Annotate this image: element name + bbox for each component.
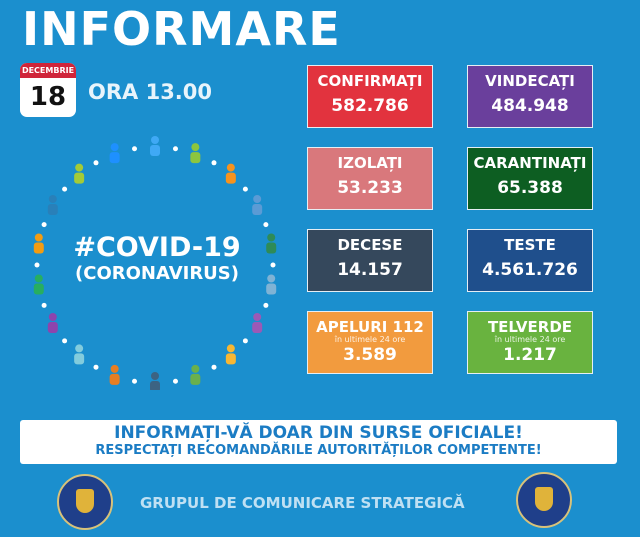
arrow-icon <box>62 186 68 192</box>
person-icon <box>225 344 236 365</box>
arrow-icon <box>93 160 99 166</box>
arrow-icon <box>211 160 217 166</box>
arrow-icon <box>34 262 40 268</box>
stat-box-carantina-i: CARANTINAȚI 65.388 <box>467 147 593 210</box>
person-icon <box>47 195 58 215</box>
arrow-icon <box>172 378 178 384</box>
person-icon <box>150 372 160 390</box>
calendar-icon: DECEMBRIE 18 <box>20 63 76 117</box>
stat-value: 582.786 <box>331 96 409 116</box>
stat-box-decese: DECESE 14.157 <box>307 229 433 292</box>
person-icon <box>74 163 85 184</box>
person-icon <box>266 233 277 254</box>
stat-box-confirma-i: CONFIRMAȚI 582.786 <box>307 65 433 128</box>
arrow-icon <box>172 146 178 152</box>
stat-box-izola-i: IZOLAȚI 53.233 <box>307 147 433 210</box>
stat-value: 65.388 <box>497 178 563 198</box>
arrow-icon <box>93 364 99 370</box>
arrow-icon <box>41 222 47 228</box>
person-icon <box>225 163 236 184</box>
arrow-icon <box>263 302 269 308</box>
person-icon <box>252 195 263 215</box>
stat-label: TESTE <box>504 236 556 254</box>
person-icon <box>47 313 58 333</box>
person-icon <box>252 313 263 333</box>
covid-subtitle: (CORONAVIRUS) <box>75 263 239 284</box>
arrow-icon <box>132 146 138 152</box>
stat-label: TELVERDE <box>487 318 573 336</box>
stat-label: DECESE <box>337 236 403 254</box>
official-sources-banner: INFORMAȚI-VĂ DOAR DIN SURSE OFICIALE! RE… <box>20 420 617 464</box>
stat-value: 1.217 <box>503 345 557 365</box>
calendar-day: 18 <box>29 82 67 112</box>
covid-hashtag: #COVID-19 <box>73 232 241 263</box>
dsu-logo-icon <box>516 472 572 528</box>
person-icon <box>190 364 201 385</box>
arrow-icon <box>263 222 269 228</box>
calendar-month: DECEMBRIE <box>20 63 76 78</box>
stat-label: APELURI 112 <box>316 318 424 336</box>
page-title: INFORMARE <box>22 2 341 56</box>
person-icon <box>109 364 120 385</box>
arrow-icon <box>270 262 276 268</box>
stat-label: CARANTINAȚI <box>473 154 587 172</box>
covid-label: #COVID-19 (CORONAVIRUS) <box>62 232 252 284</box>
person-icon <box>190 143 201 164</box>
stat-value: 4.561.726 <box>482 260 578 280</box>
arrow-icon <box>62 338 68 344</box>
arrow-icon <box>242 338 248 344</box>
stat-box-apeluri-112: APELURI 112 în ultimele 24 ore 3.589 <box>307 311 433 374</box>
banner-line-1: INFORMAȚI-VĂ DOAR DIN SURSE OFICIALE! <box>114 423 523 443</box>
person-icon <box>74 344 85 365</box>
stat-label: IZOLAȚI <box>337 154 403 172</box>
stat-box-teste: TESTE 4.561.726 <box>467 229 593 292</box>
person-icon <box>150 136 160 156</box>
arrow-icon <box>41 302 47 308</box>
person-icon <box>109 143 120 164</box>
stat-sublabel: în ultimele 24 ore <box>494 335 566 344</box>
person-icon <box>266 274 277 295</box>
government-logo-icon <box>57 474 113 530</box>
arrow-icon <box>132 378 138 384</box>
stat-value: 3.589 <box>343 345 397 365</box>
report-time: ORA 13.00 <box>88 80 213 104</box>
arrow-icon <box>242 186 248 192</box>
stat-value: 53.233 <box>337 178 403 198</box>
person-icon <box>33 274 44 295</box>
stat-box-telverde: TELVERDE în ultimele 24 ore 1.217 <box>467 311 593 374</box>
people-circle-icon <box>33 136 277 390</box>
stat-label: CONFIRMAȚI <box>317 72 423 90</box>
footer-text: GRUPUL DE COMUNICARE STRATEGICĂ <box>140 494 465 512</box>
stat-sublabel: în ultimele 24 ore <box>334 335 406 344</box>
person-icon <box>33 233 44 254</box>
stat-box-vindeca-i: VINDECAȚI 484.948 <box>467 65 593 128</box>
arrow-icon <box>211 364 217 370</box>
stat-label: VINDECAȚI <box>485 72 575 90</box>
stat-value: 484.948 <box>491 96 569 116</box>
banner-line-2: RESPECTAȚI RECOMANDĂRILE AUTORITĂȚILOR C… <box>95 443 542 458</box>
stat-value: 14.157 <box>337 260 403 280</box>
